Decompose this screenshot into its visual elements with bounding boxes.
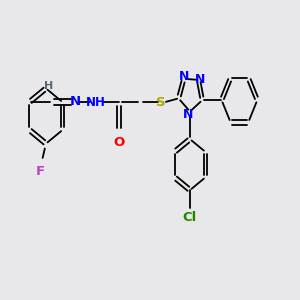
Text: Cl: Cl: [183, 211, 197, 224]
Text: NH: NH: [86, 96, 106, 109]
Text: F: F: [36, 165, 45, 178]
Text: S: S: [156, 96, 166, 109]
Text: N: N: [178, 70, 189, 83]
Text: N: N: [70, 95, 81, 108]
Text: N: N: [195, 74, 205, 86]
Text: N: N: [183, 108, 194, 122]
Text: H: H: [44, 81, 53, 91]
Text: O: O: [114, 136, 125, 149]
